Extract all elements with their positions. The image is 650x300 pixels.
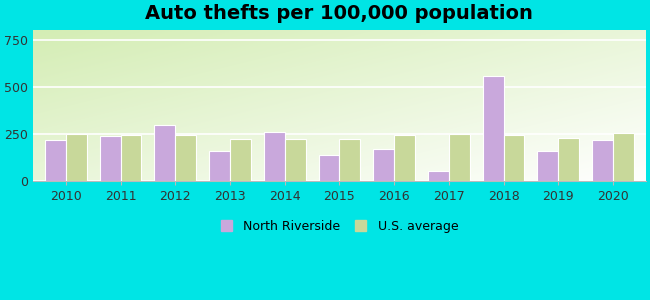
Bar (264, 132, 285, 181)
Bar (394, 135, 415, 181)
Bar (209, 151, 230, 181)
Bar (373, 149, 394, 181)
Bar (538, 151, 558, 181)
Bar (449, 134, 470, 181)
Bar (230, 139, 251, 181)
Bar (100, 136, 120, 181)
Bar (613, 133, 634, 181)
Bar (318, 155, 339, 181)
Bar (45, 140, 66, 181)
Title: Auto thefts per 100,000 population: Auto thefts per 100,000 population (146, 4, 534, 23)
Bar (285, 139, 306, 181)
Bar (155, 124, 176, 181)
Bar (504, 135, 525, 181)
Bar (483, 76, 504, 181)
Bar (558, 138, 579, 181)
Bar (120, 135, 141, 181)
Bar (339, 139, 360, 181)
Bar (66, 134, 86, 181)
Bar (176, 135, 196, 181)
Bar (428, 171, 449, 181)
Legend: North Riverside, U.S. average: North Riverside, U.S. average (216, 215, 463, 238)
Bar (592, 140, 613, 181)
